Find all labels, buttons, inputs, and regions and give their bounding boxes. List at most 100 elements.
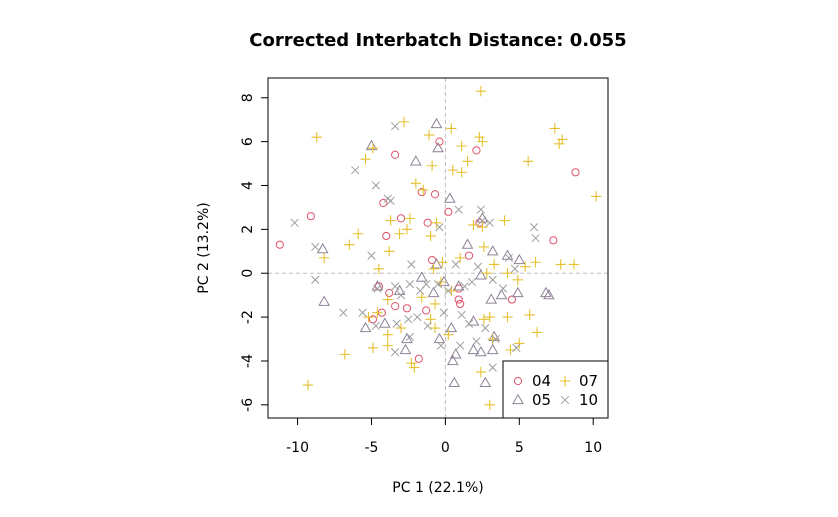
point-04 xyxy=(391,150,400,159)
point-05 xyxy=(365,139,378,151)
x-tick-label: -10 xyxy=(286,440,309,456)
point-05 xyxy=(479,376,492,388)
point-05 xyxy=(399,343,412,355)
point-07 xyxy=(425,230,436,242)
point-07 xyxy=(456,167,467,178)
legend-label-04: 04 xyxy=(532,372,551,390)
point-07 xyxy=(478,314,490,325)
point-04 xyxy=(456,299,465,309)
point-07 xyxy=(481,268,492,279)
point-10 xyxy=(311,242,320,252)
point-10 xyxy=(405,280,415,289)
point-05 xyxy=(486,343,499,355)
point-07 xyxy=(456,140,467,152)
point-07 xyxy=(478,241,490,253)
point-10 xyxy=(390,348,400,357)
y-tick-label: 2 xyxy=(240,225,256,234)
legend-marker-10 xyxy=(560,395,570,405)
point-07 xyxy=(530,257,541,268)
point-04 xyxy=(444,207,453,216)
point-07 xyxy=(484,311,495,323)
point-07 xyxy=(395,322,407,334)
point-04 xyxy=(464,251,474,260)
legend-box xyxy=(502,360,609,419)
point-07 xyxy=(499,215,510,226)
legend-entry-07: 07 xyxy=(559,372,598,390)
point-05 xyxy=(511,286,524,298)
point-07 xyxy=(443,329,454,340)
point-07 xyxy=(568,259,580,270)
point-10 xyxy=(407,260,416,269)
point-04 xyxy=(422,306,431,315)
point-07 xyxy=(410,178,422,189)
point-07 xyxy=(398,116,410,128)
point-05 xyxy=(430,117,443,129)
point-05 xyxy=(501,249,514,260)
point-05 xyxy=(543,288,555,300)
point-10 xyxy=(396,291,406,300)
point-05 xyxy=(433,332,446,344)
legend-marker-04 xyxy=(513,376,523,386)
point-05 xyxy=(461,238,474,249)
point-10 xyxy=(351,165,360,175)
x-tick-label: 10 xyxy=(584,440,602,456)
point-10 xyxy=(456,341,465,350)
y-tick-label: 8 xyxy=(240,93,256,102)
point-07 xyxy=(367,142,379,154)
point-07 xyxy=(373,263,385,275)
point-04 xyxy=(396,214,406,223)
point-07 xyxy=(382,340,393,351)
point-05 xyxy=(448,376,461,388)
point-05 xyxy=(452,280,465,291)
point-07 xyxy=(502,311,513,323)
point-10 xyxy=(481,323,490,333)
point-05 xyxy=(359,321,372,333)
point-10 xyxy=(476,205,486,214)
point-07 xyxy=(502,268,513,279)
point-04 xyxy=(472,146,481,155)
point-05 xyxy=(513,253,526,265)
point-05 xyxy=(415,271,428,282)
point-07 xyxy=(363,311,374,323)
point-07 xyxy=(406,357,417,369)
point-07 xyxy=(416,292,427,303)
point-07 xyxy=(382,294,393,305)
point-10 xyxy=(423,321,432,331)
point-04 xyxy=(571,168,580,177)
point-10 xyxy=(422,280,431,289)
point-07 xyxy=(404,213,416,224)
point-10 xyxy=(473,262,483,271)
point-07 xyxy=(394,228,405,239)
point-10 xyxy=(390,282,400,291)
point-07 xyxy=(475,85,487,97)
point-10 xyxy=(433,280,443,289)
point-05 xyxy=(475,345,487,357)
point-07 xyxy=(477,136,488,147)
point-10 xyxy=(504,253,514,263)
point-07 xyxy=(428,263,439,275)
legend-label-05: 05 xyxy=(532,391,551,409)
point-07 xyxy=(468,219,479,231)
point-04 xyxy=(507,295,517,304)
point-10 xyxy=(435,223,444,232)
point-04 xyxy=(385,288,394,298)
point-07 xyxy=(462,156,473,167)
point-07 xyxy=(311,132,322,143)
x-tick-label: 0 xyxy=(441,440,450,456)
reference-lines xyxy=(268,78,608,418)
series-05 xyxy=(316,117,555,388)
legend: 04 07 05 10 xyxy=(502,360,609,419)
point-10 xyxy=(311,275,320,284)
point-10 xyxy=(472,337,481,346)
point-04 xyxy=(454,295,463,304)
point-10 xyxy=(413,312,422,322)
point-07 xyxy=(554,138,565,150)
point-07 xyxy=(454,252,466,264)
point-04 xyxy=(549,236,558,245)
point-10 xyxy=(392,319,401,328)
point-07 xyxy=(382,329,393,340)
y-tick-label: 4 xyxy=(240,181,256,190)
point-07 xyxy=(431,217,442,228)
point-10 xyxy=(371,181,381,190)
